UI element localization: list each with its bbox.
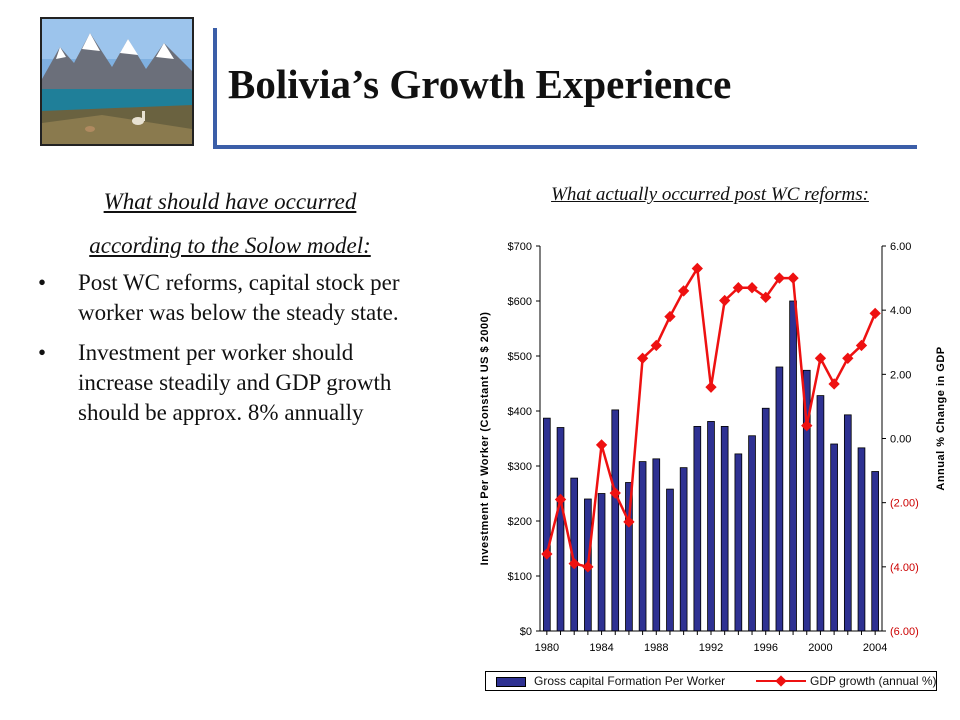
- bullet-list: • Post WC reforms, capital stock per wor…: [38, 268, 418, 438]
- investment-bar: [666, 488, 674, 632]
- right-axis-title: Annual % Change in GDP: [935, 346, 947, 490]
- legend-bar-label: Gross capital Formation Per Worker: [534, 674, 726, 688]
- right-axis-tick-label: 4.00: [890, 305, 911, 317]
- left-axis-tick-label: $400: [508, 406, 532, 418]
- investment-bar: [611, 409, 620, 632]
- left-axis-tick-label: $700: [508, 241, 532, 253]
- right-axis-tick-label: (6.00): [890, 626, 919, 638]
- left-axis-tick-label: $100: [508, 571, 532, 583]
- chart-legend: Gross capital Formation Per Worker GDP g…: [485, 671, 937, 691]
- gdp-growth-point: [814, 352, 827, 364]
- left-subtitle-line2: according to the Solow model:: [89, 233, 371, 258]
- investment-bar: [775, 366, 784, 632]
- gdp-growth-point: [855, 339, 868, 352]
- gdp-growth-point: [773, 272, 786, 284]
- investment-bar: [748, 435, 756, 632]
- gdp-growth-point: [787, 272, 799, 284]
- gdp-growth-point: [582, 561, 594, 573]
- legend-bar-swatch: [496, 677, 526, 687]
- bullet-item: • Investment per worker should increase …: [38, 338, 418, 428]
- investment-bar: [543, 417, 551, 632]
- investment-bar: [734, 453, 743, 632]
- investment-bar: [789, 300, 797, 632]
- mountain-lake-photo: [40, 17, 194, 146]
- left-subtitle: What should have occurred according to t…: [60, 180, 400, 268]
- x-axis-tick-label: 2000: [808, 642, 832, 654]
- x-axis-tick-label: 2004: [863, 642, 887, 654]
- investment-bar: [871, 471, 879, 632]
- gdp-growth-point: [691, 262, 703, 275]
- page-title: Bolivia’s Growth Experience: [228, 61, 732, 107]
- title-accent-horizontal: [213, 145, 917, 149]
- investment-bar: [843, 414, 852, 632]
- investment-bar: [679, 467, 688, 632]
- investment-bar: [830, 443, 838, 632]
- gdp-growth-point: [677, 285, 690, 297]
- bullet-dot: •: [38, 340, 47, 365]
- investment-bar: [707, 421, 715, 632]
- gdp-growth-point: [746, 282, 758, 294]
- investment-bar: [597, 493, 606, 632]
- title-accent-vertical: [213, 28, 217, 146]
- left-axis-tick-label: $500: [508, 351, 532, 363]
- gdp-growth-point: [554, 493, 567, 506]
- investment-bar: [720, 425, 729, 632]
- investment-bar: [857, 447, 866, 632]
- left-subtitle-line1: What should have occurred: [103, 189, 357, 214]
- left-axis-title: Investment Per Worker (Constant US $ 200…: [479, 312, 491, 566]
- right-axis-tick-label: 6.00: [890, 241, 911, 253]
- x-axis-tick-label: 1984: [589, 642, 613, 654]
- bullet-text: Investment per worker should increase st…: [78, 340, 392, 425]
- right-axis-tick-label: 2.00: [890, 369, 911, 381]
- legend-line-label: GDP growth (annual %): [810, 674, 937, 688]
- right-axis-tick-label: (2.00): [890, 498, 919, 510]
- gdp-growth-point: [541, 548, 553, 560]
- gdp-growth-point: [650, 339, 662, 352]
- gdp-growth-point: [595, 439, 608, 451]
- investment-bar: [761, 407, 770, 632]
- gdp-growth-point: [760, 291, 772, 303]
- investment-bar: [638, 461, 647, 632]
- bullet-text: Post WC reforms, capital stock per worke…: [78, 270, 400, 325]
- gdp-growth-point: [609, 487, 621, 499]
- left-axis-tick-label: $600: [508, 296, 532, 308]
- gdp-growth-point: [705, 381, 717, 393]
- investment-bar: [652, 458, 661, 632]
- gdp-growth-point: [801, 420, 813, 432]
- x-axis-tick-label: 1988: [644, 642, 668, 654]
- gdp-growth-point: [828, 378, 840, 390]
- investment-bar: [556, 427, 565, 632]
- investment-bar: [693, 425, 702, 632]
- gdp-growth-point: [568, 557, 580, 570]
- bullet-dot: •: [38, 270, 47, 295]
- right-axis-tick-label: 0.00: [890, 434, 911, 446]
- gdp-growth-point: [664, 310, 676, 323]
- right-axis-tick-label: (4.00): [890, 562, 919, 574]
- bullet-item: • Post WC reforms, capital stock per wor…: [38, 268, 418, 328]
- legend-line-swatch: [756, 675, 806, 687]
- x-axis-tick-label: 1996: [753, 642, 777, 654]
- x-axis-tick-label: 1980: [535, 642, 559, 654]
- investment-gdp-chart: $0 $100 $200 $300 $400 $500 $600 $700 (6.00) (4.0…: [479, 241, 947, 654]
- left-axis-tick-label: $0: [520, 626, 532, 638]
- left-axis-tick-label: $300: [508, 461, 532, 473]
- gdp-growth-point: [869, 307, 881, 320]
- right-subtitle: What actually occurred post WC reforms:: [551, 184, 869, 205]
- left-axis-tick-label: $200: [508, 516, 532, 528]
- x-axis-tick-label: 1992: [699, 642, 723, 654]
- investment-bar: [816, 395, 825, 632]
- gdp-growth-point: [623, 516, 635, 528]
